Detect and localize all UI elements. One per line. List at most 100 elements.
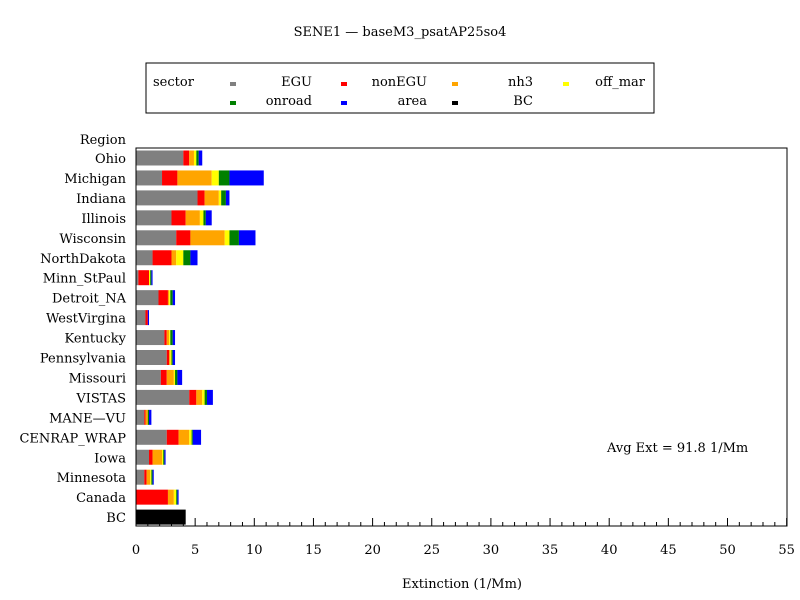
legend-label-off-mar: off_mar [595, 75, 646, 90]
bar-segment-minn-stpaul-nonegu [138, 270, 150, 286]
bar-segment-detroit-na-nh3 [167, 290, 170, 306]
bar-segment-canada-nh3 [167, 489, 174, 505]
x-tick-label: 50 [719, 543, 736, 558]
bar-segment-iowa-area [164, 449, 166, 465]
x-tick-label: 15 [305, 543, 322, 558]
bar-segment-missouri-nonegu [160, 369, 167, 385]
legend-label-nh3: nh3 [508, 75, 533, 90]
bar-segment-minn-stpaul-egu [136, 270, 139, 286]
bar-segment-kentucky-area [172, 330, 176, 346]
bar-segment-michigan-onroad [218, 170, 230, 186]
legend-label-nonegu: nonEGU [372, 75, 427, 90]
bar-segment-iowa-off-mar [162, 449, 164, 465]
x-tick-label: 25 [423, 543, 440, 558]
x-tick-label: 40 [601, 543, 618, 558]
bar-segment-kentucky-nh3 [166, 330, 170, 346]
y-tick-label: Indiana [76, 192, 126, 207]
bar-segment-ohio-off-mar [193, 150, 197, 166]
bar-segment-minn-stpaul-onroad [150, 270, 152, 286]
bar-segment-vistas-egu [136, 389, 190, 405]
bar-segment-detroit-na-onroad [170, 290, 173, 306]
bar-segment-mane-vu-onroad [147, 409, 150, 425]
bar-segment-northdakota-off-mar [176, 250, 184, 266]
y-tick-label: Minn_StPaul [43, 272, 126, 287]
bar-segment-pennsylvania-egu [136, 350, 167, 365]
bar-segment-illinois-nh3 [185, 210, 200, 226]
bar-segment-canada-onroad [176, 489, 178, 505]
avg-ext-annotation: Avg Ext = 91.8 1/Mm [606, 441, 748, 456]
bar-segment-minnesota-egu [136, 469, 145, 485]
bar-segment-illinois-onroad [203, 210, 206, 226]
bar-segment-vistas-area [206, 389, 213, 405]
bar-segment-kentucky-off-mar [169, 330, 171, 346]
y-tick-label: Michigan [64, 172, 126, 187]
x-tick-label: 45 [660, 543, 677, 558]
legend-swatch-bc [452, 101, 458, 105]
bar-segment-bc-bc [136, 509, 186, 525]
bar-segment-michigan-nonegu [162, 170, 178, 186]
bar-segment-indiana-nh3 [204, 190, 219, 206]
legend-swatch-off-mar [563, 82, 569, 86]
bar-segment-iowa-onroad [163, 449, 165, 465]
y-tick-label: Illinois [81, 212, 126, 227]
legend-label-onroad: onroad [266, 94, 312, 109]
bar-segment-missouri-nh3 [166, 369, 174, 385]
bar-segment-pennsylvania-onroad [171, 350, 173, 365]
y-tick-label: BC [106, 511, 126, 526]
y-tick-label: Minnesota [57, 471, 127, 486]
bar-segment-minnesota-nh3 [146, 469, 151, 485]
bar-segment-illinois-off-mar [199, 210, 204, 226]
y-tick-label: VISTAS [75, 391, 126, 406]
x-tick-label: 10 [246, 543, 263, 558]
bar-segment-mane-vu-area [149, 409, 152, 425]
y-axis-label: Region [80, 133, 127, 148]
bar-segment-wisconsin-nh3 [190, 230, 225, 246]
bar-segment-detroit-na-egu [136, 290, 159, 306]
bar-segment-iowa-egu [136, 449, 150, 465]
bar-segment-northdakota-nh3 [171, 250, 177, 266]
legend-label-bc: BC [513, 94, 533, 109]
bar-segment-westvirgina-nonegu [145, 310, 148, 326]
legend-swatch-onroad [230, 101, 236, 105]
y-tick-label: Canada [76, 491, 126, 506]
bar-segment-canada-nonegu [136, 489, 168, 505]
bar-segment-canada-off-mar [173, 489, 177, 505]
bar-segment-minnesota-onroad [151, 469, 153, 485]
bar-segment-westvirgina-egu [136, 310, 146, 326]
bar-segment-wisconsin-nonegu [176, 230, 191, 246]
bars [136, 150, 264, 525]
bar-segment-kentucky-onroad [170, 330, 173, 346]
x-axis: 0 5 10 15 20 25 30 35 40 45 50 55 [132, 518, 795, 558]
x-axis-label: Extinction (1/Mm) [402, 577, 522, 592]
bar-segment-missouri-onroad [175, 369, 178, 385]
x-tick-label: 55 [778, 543, 795, 558]
bar-segment-wisconsin-area [238, 230, 256, 246]
x-tick-label: 20 [364, 543, 381, 558]
bar-segment-detroit-na-off-mar [169, 290, 171, 306]
bar-segment-indiana-nonegu [197, 190, 205, 206]
bar-segment-wisconsin-egu [136, 230, 177, 246]
bar-segment-vistas-off-mar [202, 389, 205, 405]
x-tick-label: 35 [542, 543, 559, 558]
bar-segment-illinois-area [205, 210, 212, 226]
bar-segment-ohio-area [198, 150, 203, 166]
legend-swatch-egu [230, 82, 236, 86]
bar-segment-pennsylvania-off-mar [170, 350, 172, 365]
y-tick-label: Ohio [95, 152, 126, 167]
bar-segment-michigan-off-mar [211, 170, 219, 186]
y-axis-tick-labels: Ohio Michigan Indiana Illinois Wisconsin Nort… [19, 152, 126, 526]
bar-segment-pennsylvania-area [172, 350, 176, 365]
bar-segment-mane-vu-nh3 [145, 409, 148, 425]
bar-segment-indiana-area [225, 190, 230, 206]
y-tick-label: WestVirgina [46, 312, 126, 327]
bar-segment-minn-stpaul-off-mar [149, 270, 151, 286]
bar-segment-northdakota-area [190, 250, 198, 266]
bar-segment-wisconsin-off-mar [224, 230, 230, 246]
y-tick-label: Kentucky [64, 332, 126, 347]
y-tick-label: Missouri [69, 371, 126, 386]
bar-segment-indiana-onroad [221, 190, 226, 206]
bar-segment-cenrap-wrap-nonegu [166, 429, 179, 445]
bar-segment-michigan-area [229, 170, 264, 186]
